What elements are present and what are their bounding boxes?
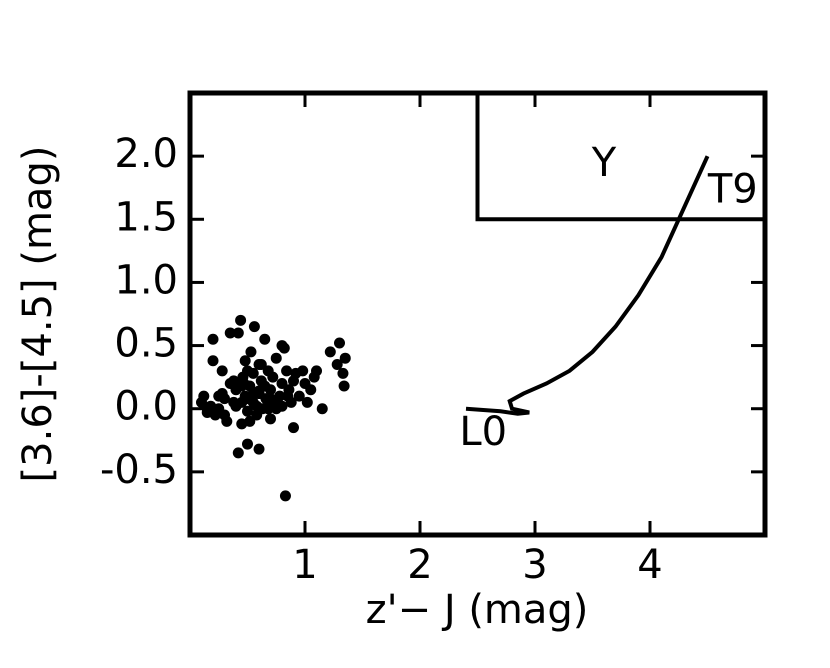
point — [337, 367, 349, 379]
y-tick-label: 1.5 — [114, 194, 178, 240]
x-axis-label: z'− J (mag) — [366, 587, 589, 633]
point — [316, 403, 328, 415]
point — [235, 314, 247, 326]
point — [201, 403, 213, 415]
point — [267, 371, 279, 383]
y-tick-label: -0.5 — [100, 447, 178, 493]
point — [230, 400, 242, 412]
x-tick-label: 4 — [637, 542, 662, 588]
point — [228, 375, 240, 387]
point — [207, 333, 219, 345]
point — [248, 321, 260, 333]
point — [232, 447, 244, 459]
y-axis-label: [3.6]-[4.5] (mag) — [15, 146, 61, 483]
point — [213, 390, 225, 402]
point — [242, 405, 253, 417]
point — [245, 346, 257, 358]
point — [238, 377, 250, 389]
annotation: T9 — [707, 167, 758, 213]
point — [219, 409, 230, 421]
x-tick-label: 3 — [522, 542, 547, 588]
point — [216, 365, 228, 377]
point — [259, 333, 271, 345]
y-tick-label: 1.0 — [114, 257, 178, 303]
point — [282, 390, 294, 402]
point — [279, 490, 291, 502]
point — [305, 384, 317, 396]
point — [270, 403, 282, 415]
point — [265, 413, 276, 425]
y-tick-label: 0.0 — [114, 384, 178, 430]
point — [288, 422, 299, 434]
point — [247, 367, 259, 379]
point — [265, 393, 276, 405]
annotation: L0 — [459, 409, 507, 455]
point — [324, 346, 336, 358]
point — [339, 352, 351, 364]
point — [331, 359, 343, 371]
point — [276, 340, 288, 352]
point — [244, 415, 256, 427]
point — [253, 385, 265, 397]
y-tick-label: 0.5 — [114, 321, 178, 367]
point — [198, 390, 210, 402]
point — [242, 438, 253, 450]
line — [475, 93, 765, 222]
point — [255, 359, 267, 371]
line — [465, 155, 710, 416]
point — [274, 390, 286, 402]
x-tick-label: 2 — [407, 542, 432, 588]
point — [242, 393, 253, 405]
point — [334, 337, 345, 349]
y-tick-label: 2.0 — [114, 131, 178, 177]
point — [253, 443, 265, 455]
point — [297, 365, 309, 377]
point — [232, 327, 244, 339]
point — [301, 396, 313, 408]
point — [270, 352, 282, 364]
point — [338, 380, 350, 392]
annotation: Y — [591, 140, 617, 186]
plot-frame — [187, 90, 768, 538]
point — [311, 365, 322, 377]
point — [262, 403, 274, 415]
point — [239, 355, 251, 367]
point — [207, 355, 219, 367]
point — [251, 400, 263, 412]
point — [224, 327, 236, 339]
x-tick-label: 1 — [292, 542, 317, 588]
point — [293, 390, 305, 402]
point — [281, 365, 293, 377]
